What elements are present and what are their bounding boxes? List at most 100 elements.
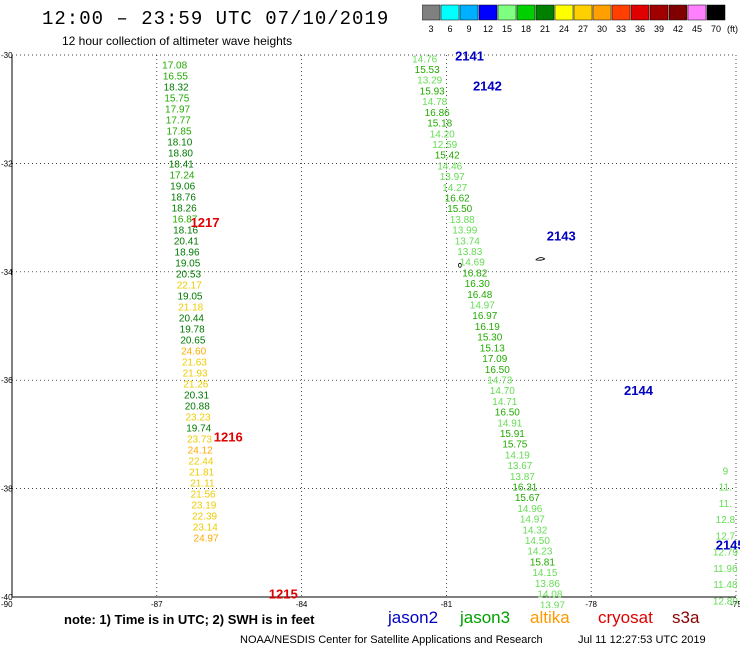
wave-height-value: 14.23 (527, 547, 552, 558)
colorbar-label: 36 (635, 24, 645, 34)
wave-height-value: 13.29 (417, 76, 442, 87)
colorbar-swatch (573, 4, 593, 21)
wave-height-value: 14.15 (532, 568, 557, 579)
pass-number-label: 1216 (214, 430, 243, 445)
wave-height-value: 14.96 (517, 504, 542, 515)
wave-height-value: 12.59 (432, 140, 457, 151)
wave-height-value: 12.7 (716, 531, 736, 542)
wave-height-value: 14.19 (505, 450, 530, 461)
island-shape (458, 262, 462, 268)
wave-height-value: 14.27 (442, 183, 467, 194)
wave-height-value: 23.73 (187, 435, 212, 446)
pass-number-label: 2143 (547, 229, 576, 244)
wave-height-value: 22.17 (177, 280, 202, 291)
lat-tick-label: -32 (1, 159, 13, 168)
wave-height-value: 14.50 (525, 536, 550, 547)
wave-height-value: 19.74 (186, 424, 211, 435)
wave-height-value: 16.97 (472, 311, 497, 322)
colorbar-swatch (535, 4, 555, 21)
wave-height-value: 15.53 (415, 65, 440, 76)
pass-number-label: 1217 (191, 215, 220, 230)
wave-height-value: 18.96 (175, 247, 200, 258)
wave-height-value: 11. (719, 499, 732, 510)
wave-height-value: 13.67 (507, 461, 532, 472)
colorbar-swatch (668, 4, 688, 21)
wave-height-value: 13.97 (540, 600, 565, 608)
wave-height-value: 18.10 (167, 137, 192, 148)
wave-height-value: 18.16 (173, 225, 198, 236)
wave-height-value: 18.76 (171, 192, 196, 203)
wave-height-value: 19.05 (177, 291, 202, 302)
wave-height-value: 13.74 (455, 236, 480, 247)
wave-height-value: 15.18 (427, 119, 452, 130)
wave-height-value: 16.62 (445, 193, 470, 204)
lon-tick-label: -78 (585, 600, 597, 608)
colorbar-swatch (554, 4, 574, 21)
wave-height-value: 23.23 (185, 413, 210, 424)
wave-height-value: 19.78 (180, 324, 205, 335)
wave-height-value: 9 (723, 466, 729, 477)
legend-jason3: jason3 (460, 608, 511, 627)
wave-height-map: -87 -84 -81 -78 -75 -30 -32 -34 -36 -38 -40-90 17.0… (1, 49, 740, 608)
wave-height-value: 17.09 (482, 354, 507, 365)
wave-height-value: 14.20 (430, 129, 455, 140)
wave-height-value: 14.91 (497, 418, 522, 429)
map-subtitle: 12 hour collection of altimeter wave hei… (62, 34, 293, 48)
wave-height-value: 13.86 (535, 579, 560, 590)
colorbar-label: 18 (521, 24, 531, 34)
note-text: note: 1) Time is in UTC; 2) SWH is in fe… (64, 612, 315, 627)
wave-height-value: 15.93 (420, 86, 445, 97)
wave-height-value: 17.08 (162, 60, 187, 71)
wave-height-value: 12.79 (713, 548, 738, 559)
colorbar-label: 9 (466, 24, 471, 34)
colorbar-label: 27 (578, 24, 588, 34)
wave-height-value: 14.78 (422, 97, 447, 108)
wave-height-value: 14.08 (537, 590, 562, 601)
lat-tick-label: -38 (1, 485, 13, 494)
colorbar-swatch (516, 4, 536, 21)
colorbar-swatch (440, 4, 460, 21)
colorbar-swatch (459, 4, 479, 21)
pass-number-label: 2145 (716, 538, 740, 553)
pass-number-label: 2141 (455, 49, 484, 64)
wave-height-value: 21.18 (178, 302, 203, 313)
wave-height-value: 16.50 (485, 365, 510, 376)
wave-height-value: 16.55 (163, 71, 188, 82)
lat-tick-label: -30 (1, 51, 13, 60)
colorbar-unit: (ft) (727, 24, 738, 34)
wave-height-value: 16.86 (425, 108, 450, 119)
colorbar-label: 3 (428, 24, 433, 34)
wave-height-value: 21.93 (183, 369, 208, 380)
wave-height-value: 15.67 (515, 493, 540, 504)
wave-height-value: 21.56 (191, 490, 216, 501)
wave-height-value: 15.81 (530, 557, 555, 568)
lon-tick-label: -75 (730, 600, 740, 608)
wave-height-value: 17.85 (167, 126, 192, 137)
wave-height-value: 12.80 (713, 596, 738, 607)
wave-height-value: 20.65 (180, 335, 205, 346)
colorbar-swatch (611, 4, 631, 21)
wave-height-value: 17.24 (169, 170, 194, 181)
wave-height-value: 23.19 (191, 501, 216, 512)
wave-height-value: 16.48 (467, 290, 492, 301)
wave-height-value: 20.88 (185, 402, 210, 413)
colorbar-swatch (592, 4, 612, 21)
wave-height-value: 20.31 (184, 391, 209, 402)
credit-text: NOAA/NESDIS Center for Satellite Applica… (240, 634, 543, 646)
pass-number-label: 2142 (473, 78, 502, 93)
colorbar-label: 21 (540, 24, 550, 34)
wave-height-value: 14.71 (492, 397, 517, 408)
colorbar-label: 30 (597, 24, 607, 34)
wave-height-value: 13.88 (450, 215, 475, 226)
wave-height-value: 24.60 (181, 347, 206, 358)
lat-tick-label: -34 (1, 268, 13, 277)
wave-height-value: 15.30 (477, 333, 502, 344)
colorbar-label: 70 (711, 24, 721, 34)
wave-height-value: 14.73 (487, 375, 512, 386)
wave-height-value: 20.41 (174, 236, 199, 247)
wave-height-value: 11.48 (713, 580, 738, 591)
pass-number-label: 1215 (269, 586, 298, 601)
wave-height-value: 11. (719, 483, 732, 494)
colorbar-label: 12 (483, 24, 493, 34)
wave-height-value: 16.31 (512, 483, 537, 494)
